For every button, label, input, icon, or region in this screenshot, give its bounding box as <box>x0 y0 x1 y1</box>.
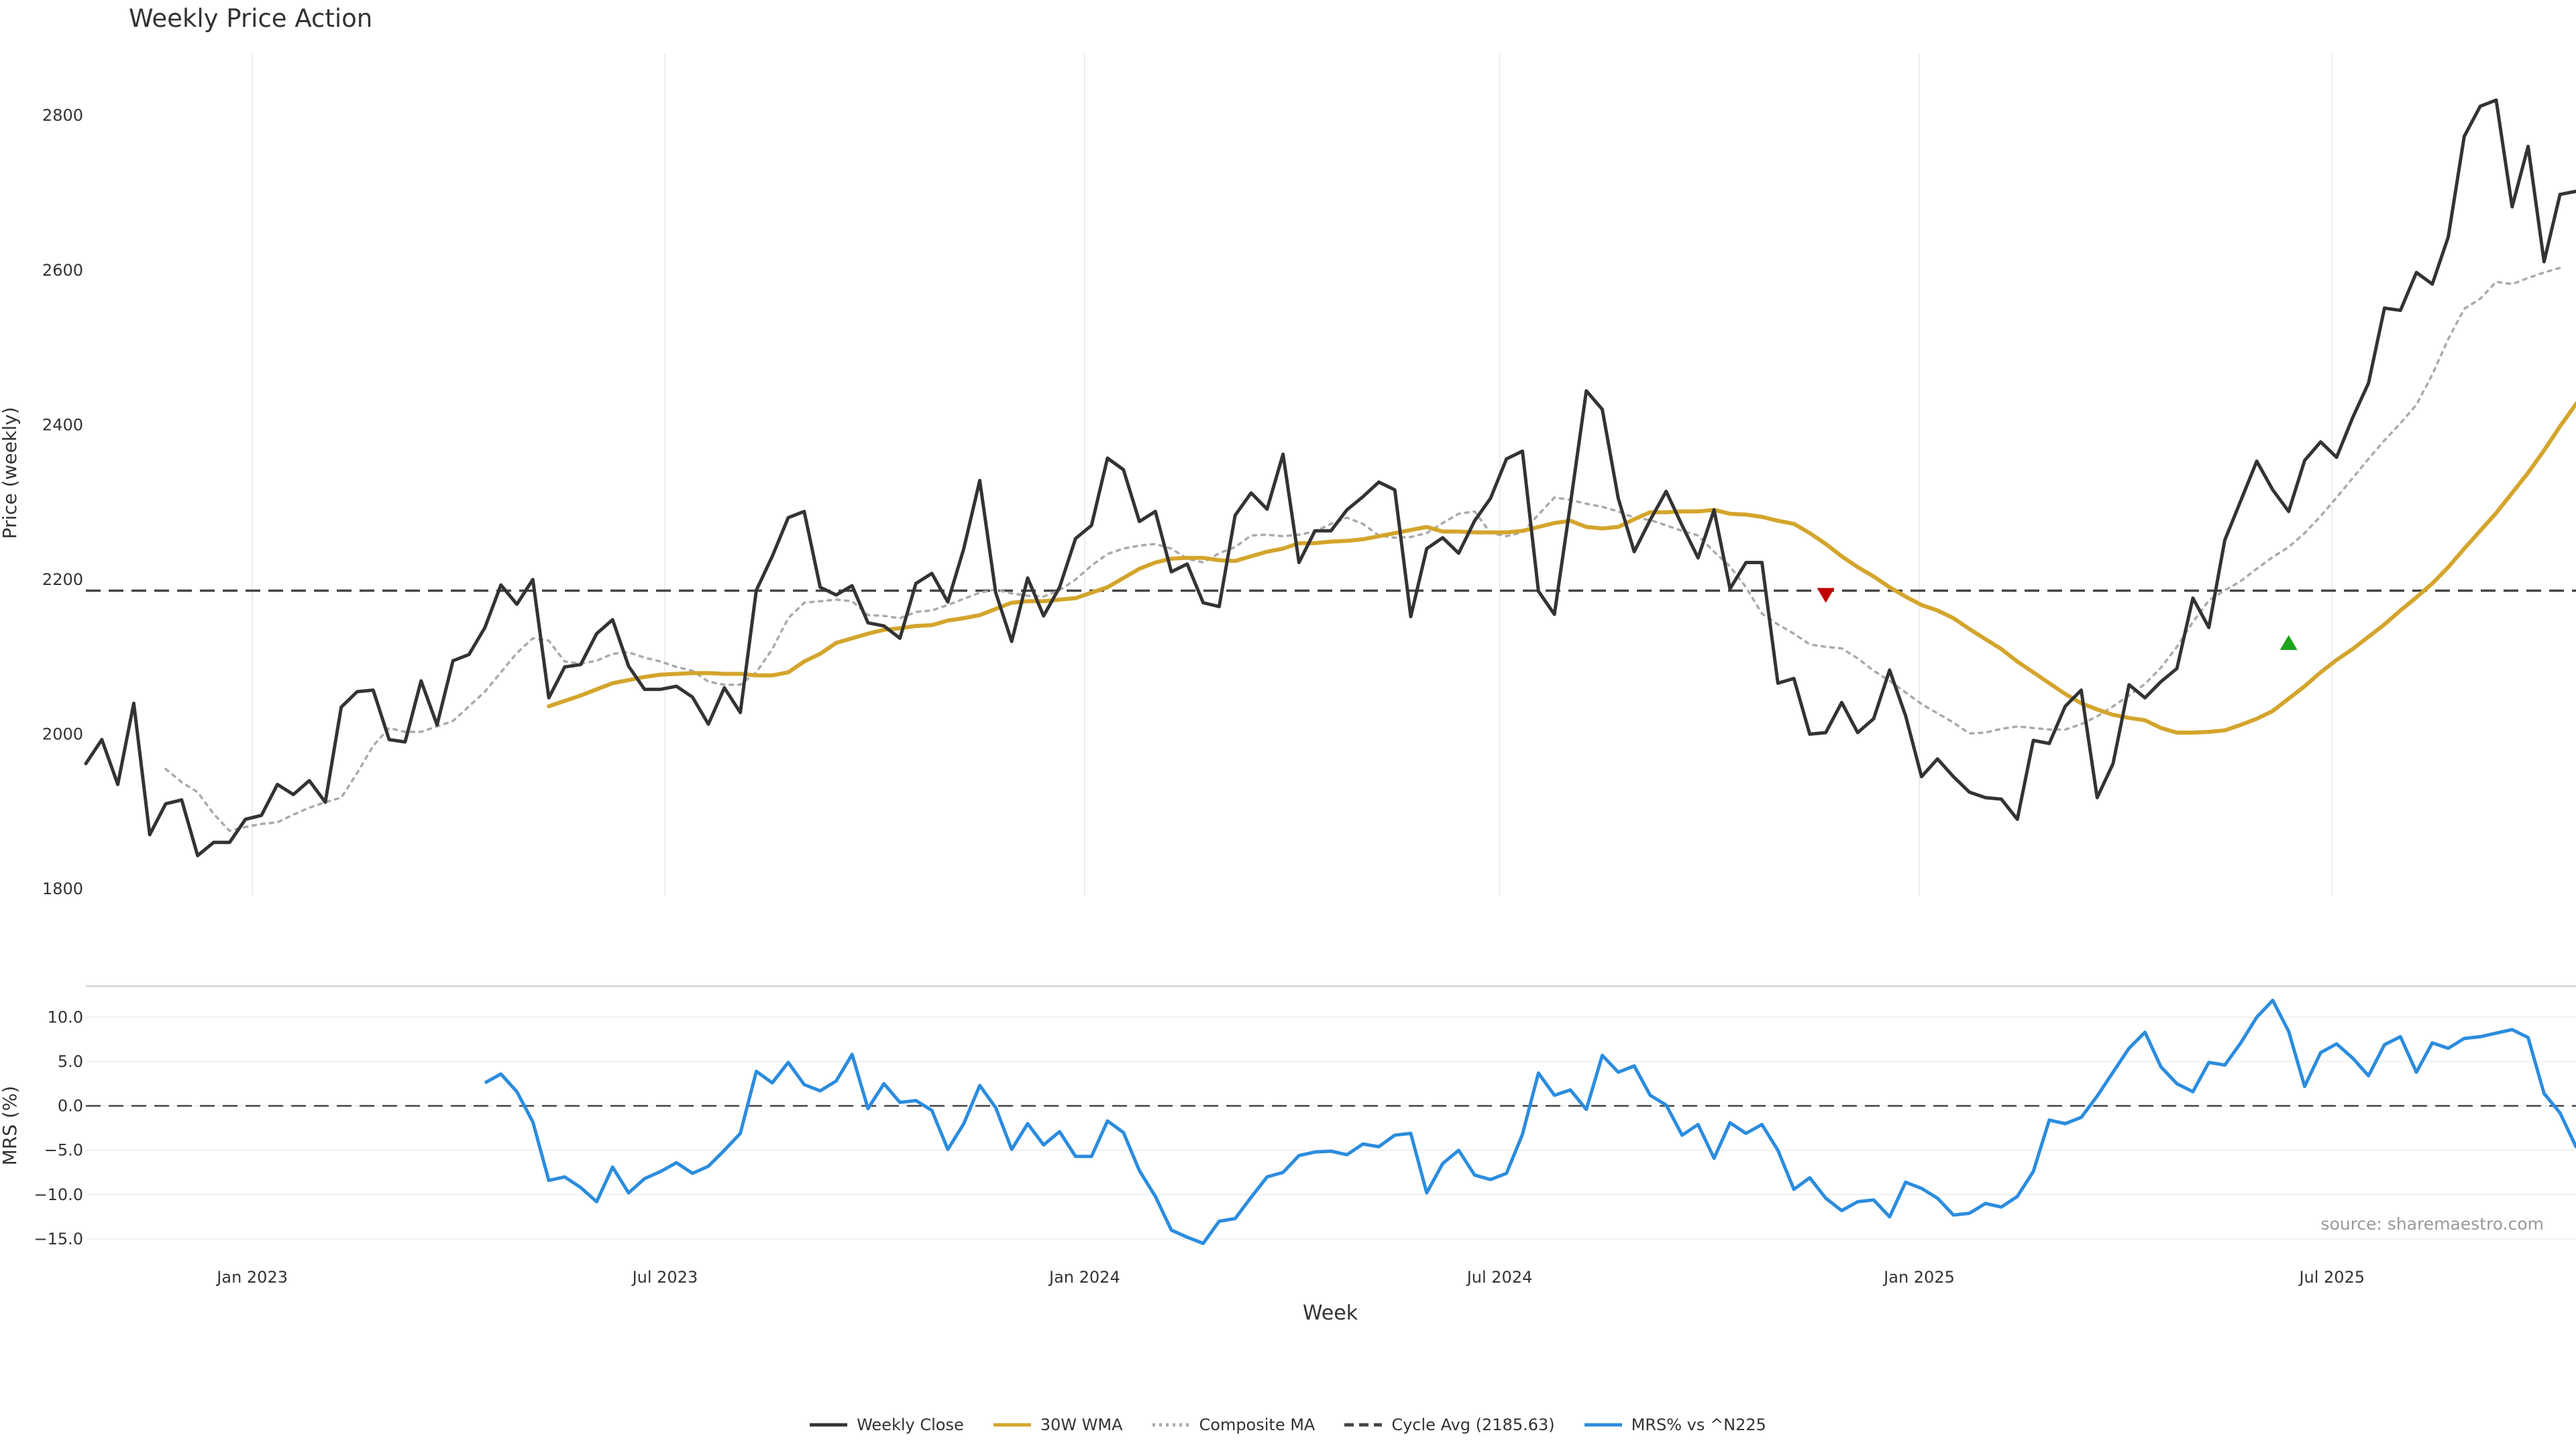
legend-swatch <box>810 1423 848 1427</box>
price-series <box>84 98 2576 857</box>
top-y-label: Price (weekly) <box>0 407 21 539</box>
top-y-tick-label: 2600 <box>42 261 83 280</box>
top-y-tick-label: 2200 <box>42 570 83 589</box>
top-y-tick-label: 2000 <box>42 724 83 743</box>
legend-label: Composite MA <box>1199 1415 1316 1434</box>
legend-label: 30W WMA <box>1040 1415 1123 1434</box>
mrs-series <box>484 998 2576 1245</box>
legend-item: Composite MA <box>1152 1415 1316 1434</box>
legend-label: Weekly Close <box>857 1415 964 1434</box>
legend-item: Weekly Close <box>810 1415 964 1434</box>
bottom-y-tick-label: −15.0 <box>34 1230 83 1248</box>
signal-markers <box>1817 588 2298 650</box>
legend-swatch <box>1584 1423 1622 1427</box>
bottom-y-tick-label: 10.0 <box>48 1008 83 1026</box>
x-tick-label: Jul 2023 <box>631 1268 698 1287</box>
x-tick-label: Jan 2025 <box>1882 1268 1955 1287</box>
bottom-grid <box>86 1016 2576 1240</box>
chart-legend: Weekly Close 30W WMA Composite MA Cycle Avg… <box>0 1415 2576 1434</box>
bottom-y-tick-label: −10.0 <box>34 1185 83 1204</box>
top-y-tick-label: 2800 <box>42 106 83 125</box>
top-y-tick-label: 1800 <box>42 879 83 898</box>
source-annotation: source: sharemaestro.com <box>2320 1214 2544 1234</box>
legend-swatch <box>1344 1423 1383 1427</box>
top-y-tick-label: 2400 <box>42 415 83 434</box>
chart-title: Weekly Price Action <box>129 4 373 33</box>
legend-item: MRS% vs ^N225 <box>1584 1415 1766 1434</box>
legend-item: 30W WMA <box>993 1415 1123 1434</box>
legend-item: Cycle Avg (2185.63) <box>1344 1415 1555 1434</box>
legend-label: MRS% vs ^N225 <box>1631 1415 1766 1434</box>
top-y-ticks: 1800 2000 2200 2400 2600 2800 <box>42 106 83 898</box>
sell-signal-marker <box>1817 588 1835 603</box>
weekly-close-line <box>84 98 2576 857</box>
x-tick-label: Jan 2024 <box>1048 1268 1120 1287</box>
x-ticks: Jan 2023 Jul 2023 Jan 2024 Jul 2024 Jan 2025… <box>215 1268 2365 1287</box>
legend-swatch <box>993 1423 1031 1427</box>
legend-swatch <box>1152 1423 1190 1427</box>
bottom-y-tick-label: 0.0 <box>58 1097 83 1116</box>
bottom-y-ticks: 10.0 5.0 0.0 −5.0 −10.0 −15.0 <box>34 1008 83 1248</box>
buy-signal-marker <box>2279 635 2298 650</box>
30w-wma-line <box>547 400 2576 735</box>
mrs-line <box>484 998 2576 1245</box>
x-tick-label: Jan 2023 <box>215 1268 288 1287</box>
bottom-y-tick-label: 5.0 <box>58 1052 83 1071</box>
bottom-y-label: MRS (%) <box>0 1086 21 1166</box>
bottom-y-tick-label: −5.0 <box>44 1141 83 1160</box>
x-tick-label: Jul 2025 <box>2298 1268 2365 1287</box>
x-axis-label: Week <box>1303 1301 1358 1325</box>
legend-label: Cycle Avg (2185.63) <box>1391 1415 1555 1434</box>
top-grid <box>86 54 2576 987</box>
x-tick-label: Jul 2024 <box>1466 1268 1533 1287</box>
composite-ma-line <box>164 266 2561 833</box>
